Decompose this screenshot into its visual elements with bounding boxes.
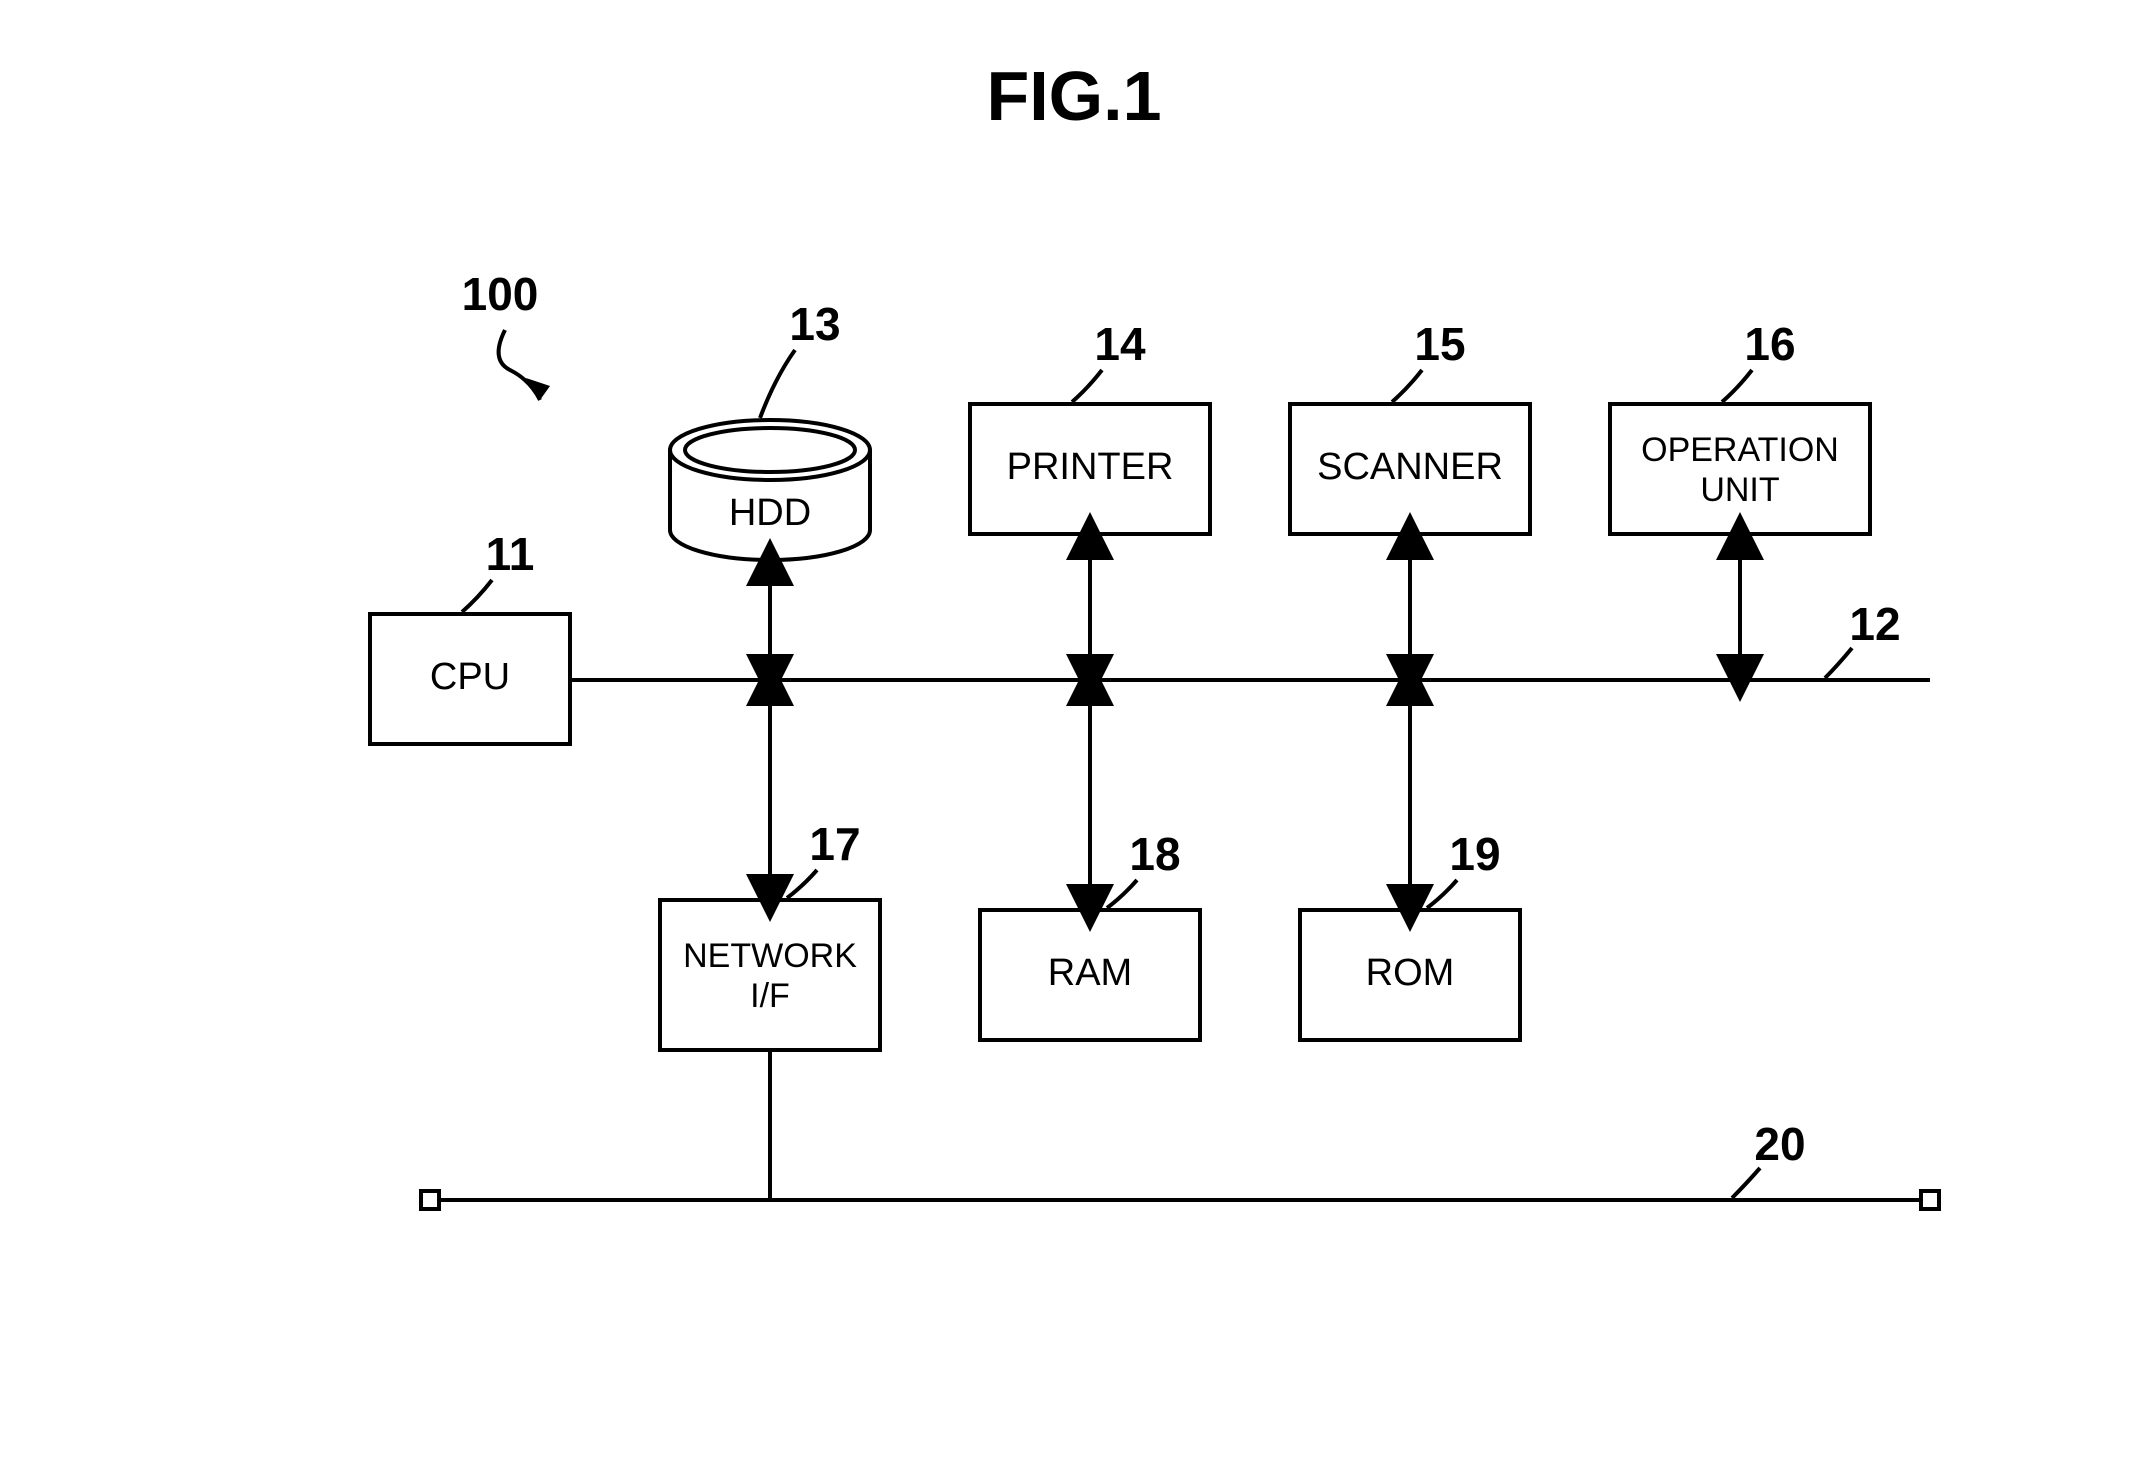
cpu-label: CPU (430, 656, 510, 698)
bus-connectors (770, 536, 1740, 908)
opunit-label-2: UNIT (1700, 471, 1779, 509)
hdd-ref: 13 (789, 298, 840, 350)
printer-block: PRINTER 14 (970, 318, 1210, 534)
bus-ref-leader (1825, 648, 1852, 678)
netif-label-2: I/F (750, 977, 790, 1015)
block-diagram: FIG.1 100 12 CPU 11 HDD 13 PRINTER 14 SC… (0, 0, 2148, 1472)
printer-ref: 14 (1094, 318, 1146, 370)
network-ref-label: 20 (1754, 1118, 1805, 1170)
ram-label: RAM (1048, 952, 1132, 994)
ram-ref: 18 (1129, 828, 1180, 880)
network-line: 20 (421, 1050, 1939, 1209)
system-ref-arrowhead (526, 378, 550, 400)
bus-ref-label: 12 (1849, 598, 1900, 650)
figure-title: FIG.1 (986, 57, 1161, 135)
scanner-label: SCANNER (1317, 446, 1503, 488)
hdd-block: HDD 13 (670, 298, 870, 560)
rom-ref: 19 (1449, 828, 1500, 880)
operation-unit-block: OPERATION UNIT 16 (1610, 318, 1870, 534)
scanner-block: SCANNER 15 (1290, 318, 1530, 534)
system-ref-label: 100 (462, 268, 539, 320)
opunit-ref: 16 (1744, 318, 1795, 370)
rom-label: ROM (1366, 952, 1455, 994)
hdd-label: HDD (729, 492, 811, 534)
printer-label: PRINTER (1007, 446, 1174, 488)
netif-ref: 17 (809, 818, 860, 870)
cpu-ref: 11 (486, 528, 535, 580)
netif-label-1: NETWORK (683, 937, 857, 975)
scanner-ref: 15 (1414, 318, 1465, 370)
opunit-label-1: OPERATION (1641, 431, 1839, 469)
cpu-block: CPU 11 (370, 528, 570, 744)
